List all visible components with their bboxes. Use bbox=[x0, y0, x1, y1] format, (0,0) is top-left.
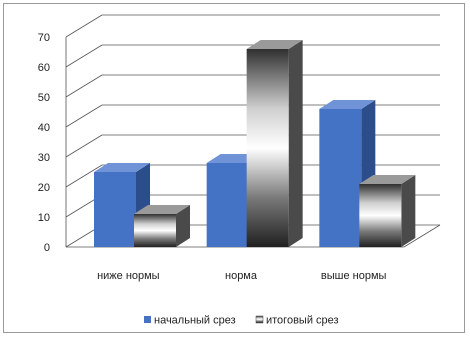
bar-side bbox=[288, 40, 303, 247]
legend-label: итоговый срез bbox=[266, 315, 339, 327]
bar-front bbox=[246, 49, 289, 247]
bar-side bbox=[401, 175, 416, 247]
category-label: выше нормы bbox=[321, 270, 387, 282]
gridline-depth bbox=[65, 134, 103, 158]
bar-front bbox=[206, 163, 249, 247]
y-tick-label: 0 bbox=[44, 242, 50, 254]
bar-final-2 bbox=[359, 175, 416, 247]
bar-top bbox=[94, 163, 150, 172]
y-tick-label: 30 bbox=[38, 152, 50, 164]
y-tick-label: 10 bbox=[38, 212, 50, 224]
legend-swatch bbox=[255, 315, 264, 324]
bar-top bbox=[246, 40, 303, 49]
floor-right-edge bbox=[403, 224, 441, 248]
y-tick-label: 40 bbox=[38, 122, 50, 134]
category-label: ниже нормы bbox=[97, 270, 160, 282]
bar-top bbox=[359, 175, 416, 184]
legend: начальный срез итоговый срез bbox=[144, 315, 339, 327]
legend-label: начальный срез bbox=[154, 315, 236, 327]
category-label: норма bbox=[225, 270, 258, 282]
y-tick-label: 60 bbox=[38, 62, 50, 74]
bar-final-0 bbox=[134, 205, 190, 247]
gridline-depth bbox=[65, 14, 103, 38]
legend-item-1: итоговый срез bbox=[255, 315, 339, 327]
gridline-depth bbox=[65, 104, 103, 128]
legend-item-0: начальный срез bbox=[144, 315, 236, 327]
y-tick-label: 70 bbox=[38, 32, 50, 44]
chart-canvas: 0 10 20 30 40 50 60 70 ниже нормы норма выше норм… bbox=[38, 14, 441, 327]
bar-front bbox=[94, 172, 136, 247]
y-axis: 0 10 20 30 40 50 60 70 bbox=[38, 32, 50, 254]
gridline-depth bbox=[65, 44, 103, 68]
chart-frame: 0 10 20 30 40 50 60 70 ниже нормы норма выше норм… bbox=[3, 3, 465, 333]
legend-swatch bbox=[144, 316, 151, 323]
bar-front bbox=[359, 184, 402, 247]
bar-top bbox=[134, 205, 190, 214]
bar-side bbox=[176, 205, 190, 247]
category-axis: ниже нормы норма выше нормы bbox=[97, 270, 386, 282]
y-tick-label: 50 bbox=[38, 92, 50, 104]
gridline-depth bbox=[65, 74, 103, 98]
bar-front bbox=[134, 214, 176, 247]
bar-front bbox=[319, 109, 362, 247]
gridline-depth bbox=[65, 164, 103, 188]
bar-final-1 bbox=[246, 40, 303, 247]
bars-layer bbox=[94, 40, 416, 247]
y-tick-label: 20 bbox=[38, 182, 50, 194]
bar-top bbox=[319, 100, 376, 109]
